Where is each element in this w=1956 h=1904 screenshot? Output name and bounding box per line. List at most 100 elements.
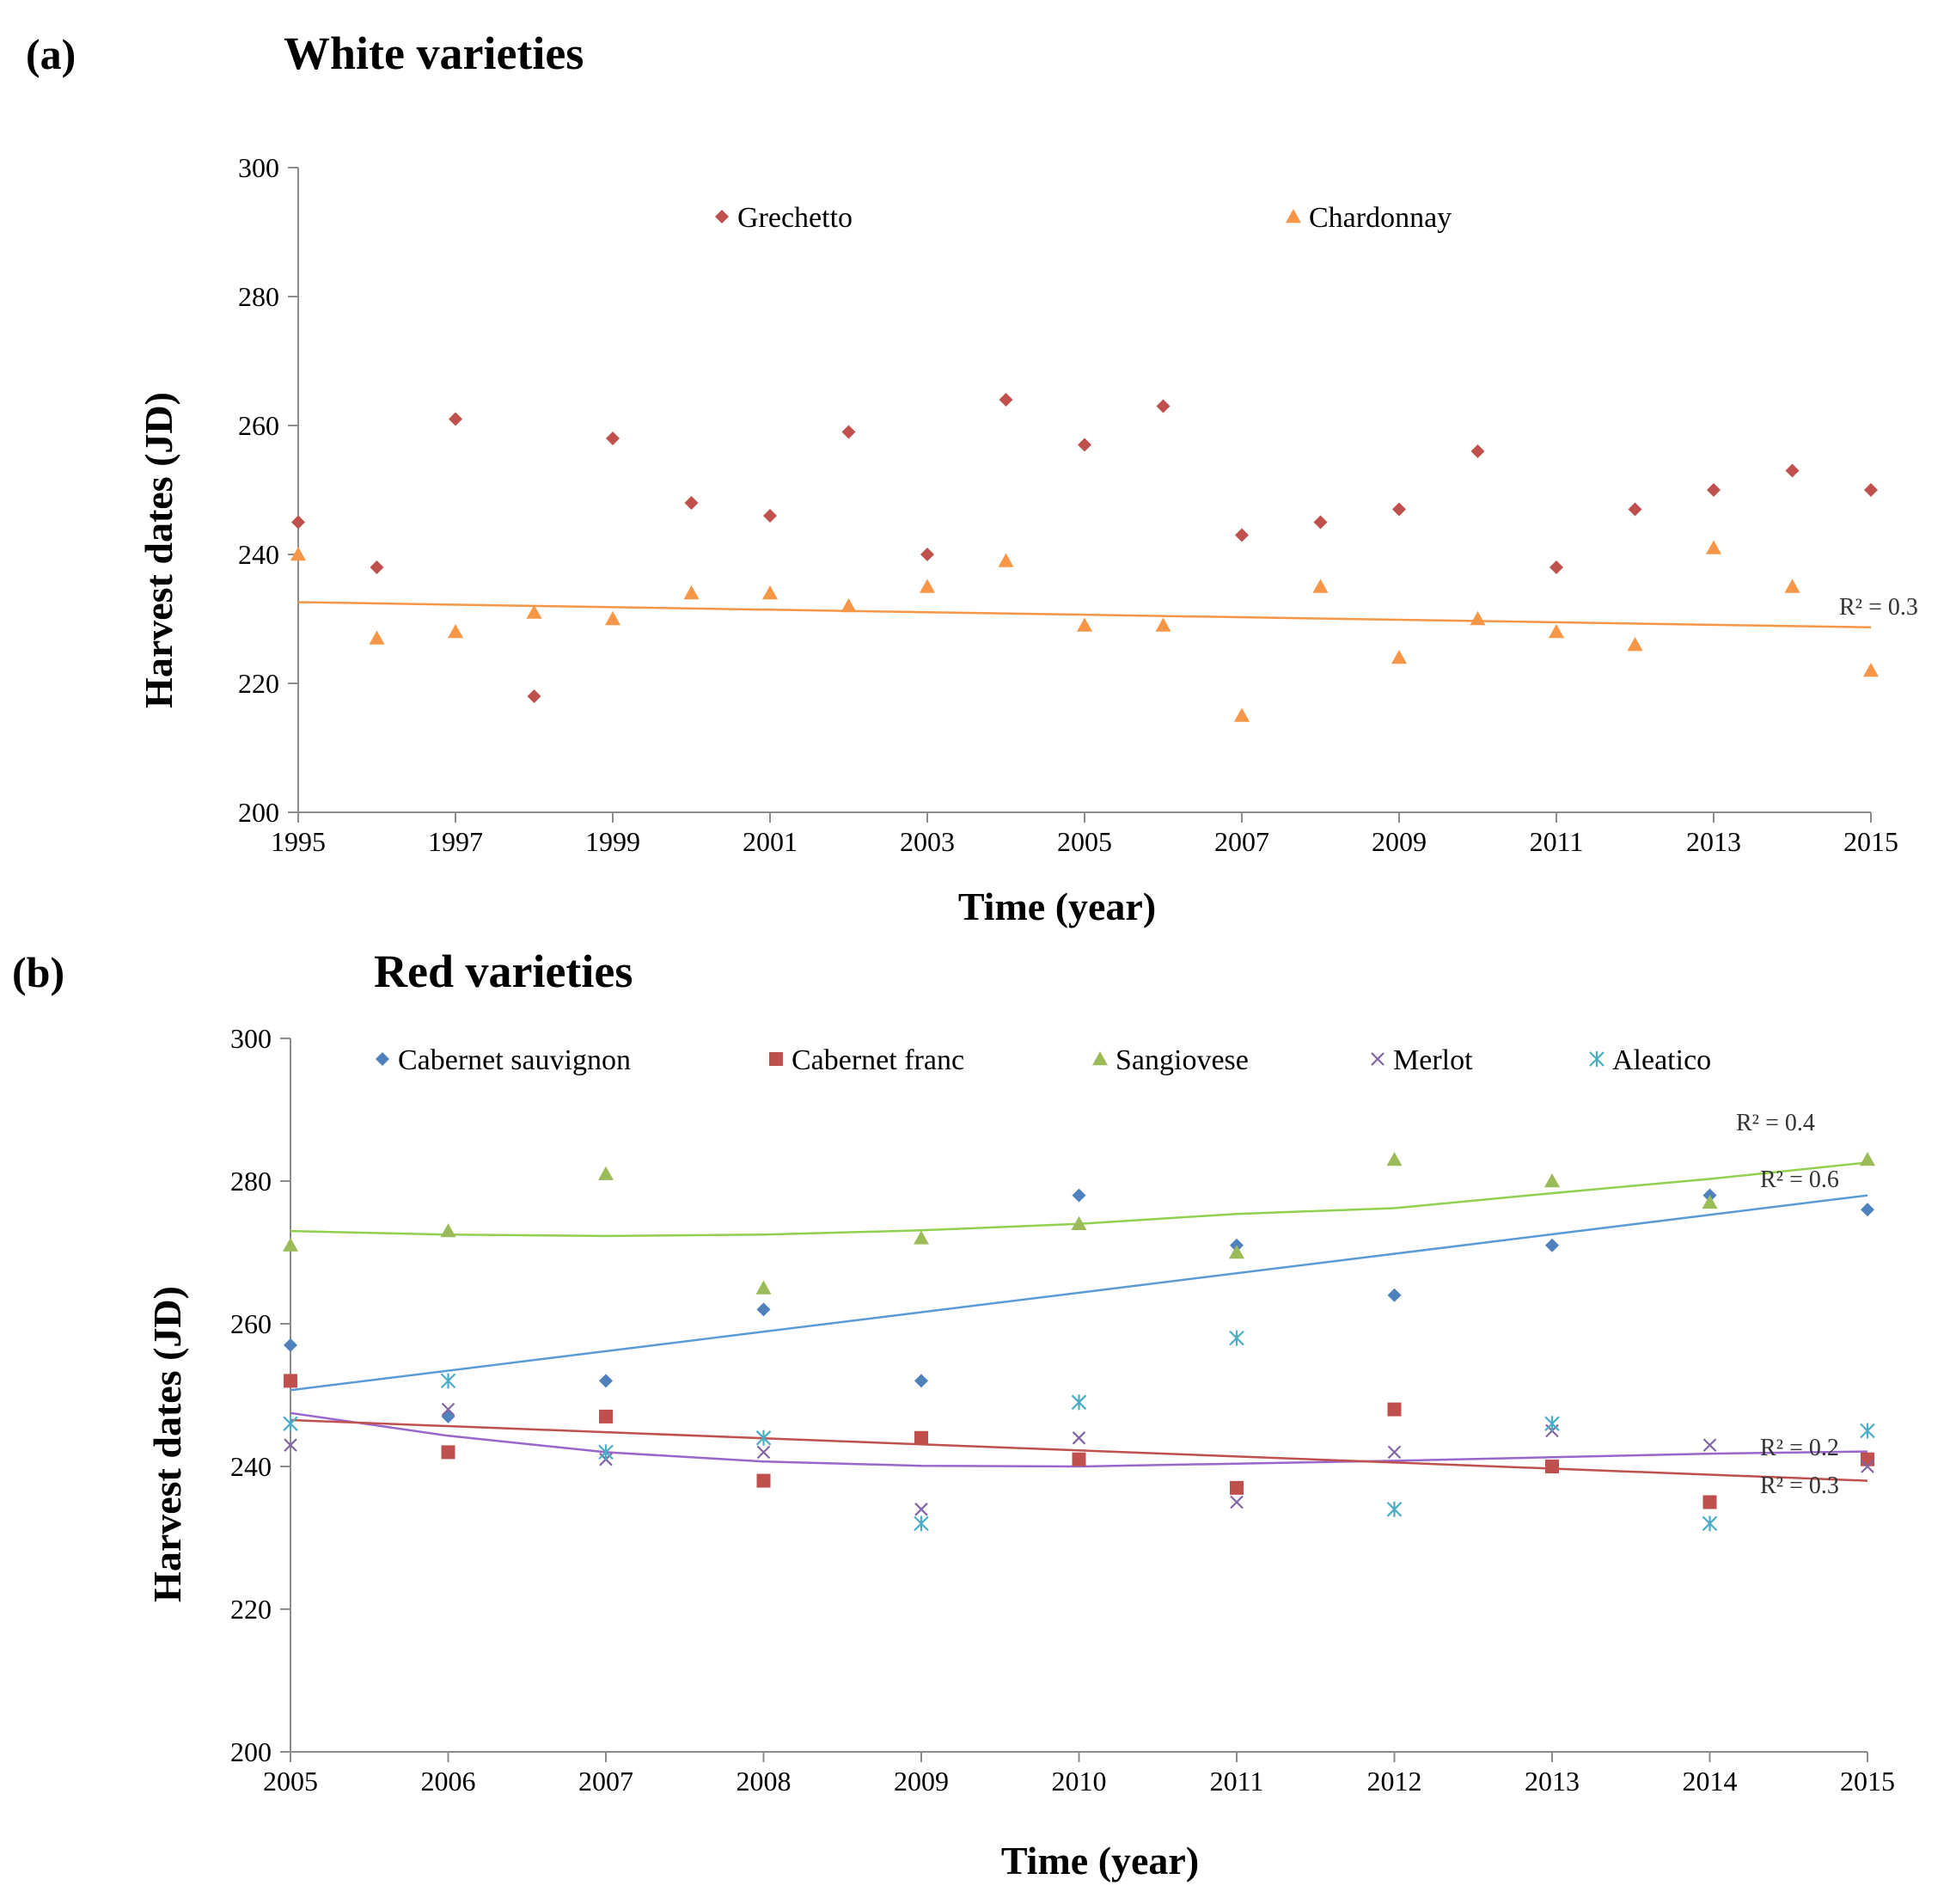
- data-point-chardonnay: [1391, 650, 1407, 664]
- legend-marker-cabernet-sauvignon: [376, 1052, 389, 1066]
- panel-a-plot: 200 220 240 260 280 300 1995 1997 1999 2001 2003 20…: [238, 152, 1918, 857]
- data-point-cabernet-franc: [1072, 1452, 1086, 1466]
- data-point-merlot: [1702, 1438, 1717, 1452]
- legend-marker-aleatico: [1589, 1051, 1605, 1067]
- panel-a-series-chardonnay: [290, 540, 1879, 722]
- data-point-grechetto: [1313, 515, 1328, 530]
- data-point-aleatico: [1229, 1330, 1244, 1346]
- panel-a-label: (a): [26, 30, 76, 78]
- data-point-aleatico: [598, 1444, 614, 1460]
- panel-a-y-tick-label: 220: [238, 668, 279, 699]
- data-point-chardonnay: [1155, 617, 1171, 632]
- data-point-chardonnay: [605, 611, 620, 626]
- data-point-grechetto: [1550, 560, 1563, 574]
- data-point-merlot: [1387, 1445, 1402, 1460]
- panel-a-y-tick-label: 200: [238, 797, 279, 828]
- panel-b-x-tick-label: 2009: [894, 1766, 949, 1797]
- data-point-cabernet-franc: [441, 1445, 455, 1460]
- data-point-grechetto: [370, 560, 384, 574]
- data-point-chardonnay: [1549, 624, 1564, 639]
- data-point-merlot: [756, 1445, 771, 1460]
- data-point-sangiovese: [755, 1280, 772, 1295]
- data-point-aleatico: [1702, 1515, 1718, 1532]
- legend-label-chardonnay: Chardonnay: [1309, 202, 1452, 234]
- data-point-cabernet-sauvignon: [284, 1338, 297, 1352]
- legend-marker-merlot: [1371, 1052, 1384, 1066]
- panel-a-x-tick-label: 1995: [271, 826, 326, 857]
- data-point-chardonnay: [1627, 637, 1643, 652]
- data-point-grechetto: [527, 689, 541, 703]
- panel-a-x-tick-label: 2013: [1686, 826, 1741, 857]
- data-point-grechetto: [999, 393, 1013, 407]
- panel-b-series-cabernet-sauvignon: [284, 1188, 1874, 1423]
- data-point-chardonnay: [1863, 663, 1879, 677]
- legend-label-grechetto: Grechetto: [737, 202, 853, 234]
- panel-b-r-squared-label: R² = 0.4: [1736, 1110, 1815, 1136]
- panel-a: (a) White varieties Harvest dates (JD) T…: [26, 28, 1156, 928]
- data-point-chardonnay: [1234, 707, 1250, 722]
- data-point-grechetto: [291, 515, 305, 530]
- data-point-chardonnay: [1470, 611, 1486, 626]
- data-point-cabernet-sauvignon: [1861, 1203, 1874, 1217]
- data-point-cabernet-franc: [914, 1430, 928, 1445]
- panel-b-y-tick-label: 240: [230, 1451, 272, 1482]
- data-point-grechetto: [1392, 502, 1406, 517]
- panel-a-x-tick-label: 2015: [1843, 826, 1898, 857]
- data-point-aleatico: [755, 1430, 772, 1446]
- data-point-cabernet-franc: [1230, 1480, 1244, 1495]
- data-point-chardonnay: [683, 585, 700, 600]
- panel-a-series-grechetto: [291, 393, 1878, 703]
- legend-label-sangiovese: Sangiovese: [1116, 1044, 1249, 1076]
- data-point-cabernet-franc: [1861, 1452, 1874, 1466]
- data-point-cabernet-sauvignon: [441, 1409, 455, 1423]
- panel-a-y-tick-label: 280: [238, 281, 279, 312]
- data-point-cabernet-sauvignon: [1545, 1238, 1559, 1252]
- legend-label-aleatico: Aleatico: [1612, 1044, 1711, 1076]
- panel-a-x-tick-label: 2005: [1057, 826, 1112, 857]
- legend-marker-cabernet-franc: [769, 1052, 783, 1066]
- panel-b-trendline-cabernet-franc: [290, 1418, 1868, 1482]
- data-point-cabernet-sauvignon: [1072, 1188, 1086, 1203]
- panel-b-y-tick-label: 260: [230, 1308, 272, 1339]
- panel-b-x-tick-label: 2005: [263, 1766, 318, 1797]
- data-point-chardonnay: [1077, 617, 1092, 632]
- panel-b-x-tick-label: 2013: [1525, 1766, 1580, 1797]
- panel-a-x-tick-label: 2009: [1372, 826, 1427, 857]
- data-point-cabernet-sauvignon: [599, 1374, 613, 1388]
- data-point-chardonnay: [369, 630, 385, 645]
- panel-b-x-tick-label: 2014: [1683, 1766, 1738, 1797]
- data-point-merlot: [441, 1402, 455, 1417]
- data-point-cabernet-franc: [599, 1409, 613, 1423]
- panel-b-x-tick-label: 2012: [1367, 1766, 1422, 1797]
- data-point-grechetto: [1864, 483, 1878, 497]
- panel-b-x-axis-title: Time (year): [1001, 1839, 1199, 1883]
- data-point-chardonnay: [1784, 579, 1800, 593]
- data-point-grechetto: [1707, 483, 1721, 497]
- legend-marker-chardonnay: [1286, 209, 1301, 223]
- panel-a-y-tick-label: 240: [238, 539, 279, 570]
- data-point-grechetto: [920, 548, 934, 561]
- data-point-merlot: [1861, 1460, 1874, 1473]
- data-point-grechetto: [606, 432, 620, 445]
- panel-b-series-sangiovese: [283, 1152, 1875, 1295]
- data-point-sangiovese: [1702, 1194, 1718, 1209]
- data-point-aleatico: [1071, 1394, 1087, 1411]
- panel-a-y-tick-label: 300: [238, 152, 279, 183]
- legend-marker-grechetto: [715, 210, 729, 223]
- data-point-cabernet-franc: [1387, 1402, 1402, 1417]
- data-point-chardonnay: [448, 624, 463, 639]
- data-point-grechetto: [449, 412, 462, 426]
- data-point-grechetto: [841, 425, 856, 439]
- data-point-merlot: [1072, 1431, 1086, 1445]
- panel-b-title: Red varieties: [374, 946, 633, 997]
- panel-b-x-tick-label: 2010: [1052, 1766, 1107, 1797]
- data-point-sangiovese: [283, 1237, 298, 1252]
- data-point-aleatico: [440, 1373, 456, 1389]
- panel-b-r-squared-label: R² = 0.3: [1760, 1472, 1839, 1499]
- panel-a-trendline-chardonnay: [297, 601, 1872, 629]
- data-point-aleatico: [283, 1416, 298, 1432]
- data-point-sangiovese: [598, 1166, 614, 1180]
- panel-b-series-cabernet-franc: [284, 1374, 1874, 1509]
- panel-a-title: White varieties: [284, 28, 584, 79]
